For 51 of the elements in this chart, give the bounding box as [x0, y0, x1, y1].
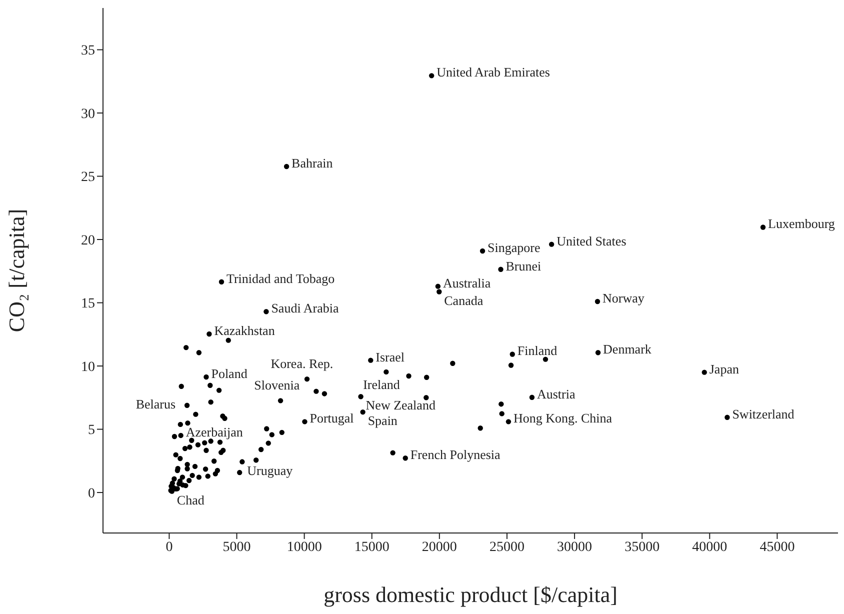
y-tick-label: 35 — [81, 44, 95, 59]
y-tick-label: 25 — [81, 170, 95, 186]
annotation: Luxembourg — [768, 216, 836, 232]
annotation: Poland — [211, 366, 248, 382]
x-tick-label: 35000 — [624, 540, 660, 555]
annotation: French Polynesia — [410, 447, 501, 462]
annotation: Norway — [602, 290, 645, 306]
x-tick-label: 20000 — [422, 540, 457, 555]
annotation: Korea. Rep. — [270, 356, 334, 372]
annotation: Brunei — [506, 258, 542, 274]
x-tick-label: 25000 — [489, 540, 524, 555]
y-tick-label: 5 — [88, 423, 95, 438]
y-tick-label: 0 — [88, 486, 95, 502]
annotation: Hong Kong. China — [513, 410, 612, 426]
x-tick-label: 10000 — [286, 540, 322, 555]
x-tick-label: 0 — [166, 540, 173, 555]
annotation: Kazakhstan — [214, 323, 276, 338]
annotation: Denmark — [603, 342, 652, 357]
annotation: Belarus — [136, 396, 176, 412]
y-tick-label: 10 — [81, 360, 95, 375]
y-tick-label: 15 — [81, 296, 95, 312]
annotation: Switzerland — [732, 406, 795, 422]
x-tick-label: 40000 — [692, 540, 728, 555]
annotation: Spain — [368, 413, 398, 428]
x-tick-label: 15000 — [354, 540, 390, 555]
x-axis-title: gross domestic product [$/capita] — [324, 582, 618, 607]
annotation: Uruguay — [247, 462, 294, 478]
annotation: Japan — [709, 361, 740, 376]
y-tick-label: 20 — [81, 233, 95, 248]
annotation: Bahrain — [292, 156, 334, 171]
annotation: Finland — [517, 343, 558, 358]
annotation: Azerbaijan — [186, 424, 244, 440]
annotation: Ireland — [363, 376, 400, 392]
annotation: Australia — [442, 275, 491, 290]
x-tick-label: 5000 — [222, 540, 251, 555]
annotation: Chad — [176, 492, 205, 508]
annotation: Singapore — [488, 240, 540, 256]
annotation: Austria — [536, 386, 576, 402]
annotation: Saudi Arabia — [271, 300, 339, 316]
y-axis-title: CO₂ [t/capita] — [4, 208, 29, 332]
annotation: Portugal — [310, 410, 354, 426]
annotation: New Zealand — [366, 398, 436, 413]
annotation: Slovenia — [254, 378, 300, 393]
annotation: United States — [556, 233, 626, 248]
annotation: Trinidad and Tobago — [226, 270, 335, 286]
x-tick-label: 30000 — [557, 540, 592, 555]
x-tick-label: 45000 — [760, 540, 795, 555]
annotation: Israel — [376, 349, 405, 364]
annotation: United Arab Emirates — [436, 64, 550, 80]
y-tick-label: 30 — [81, 106, 95, 122]
annotation: Canada — [444, 292, 484, 308]
